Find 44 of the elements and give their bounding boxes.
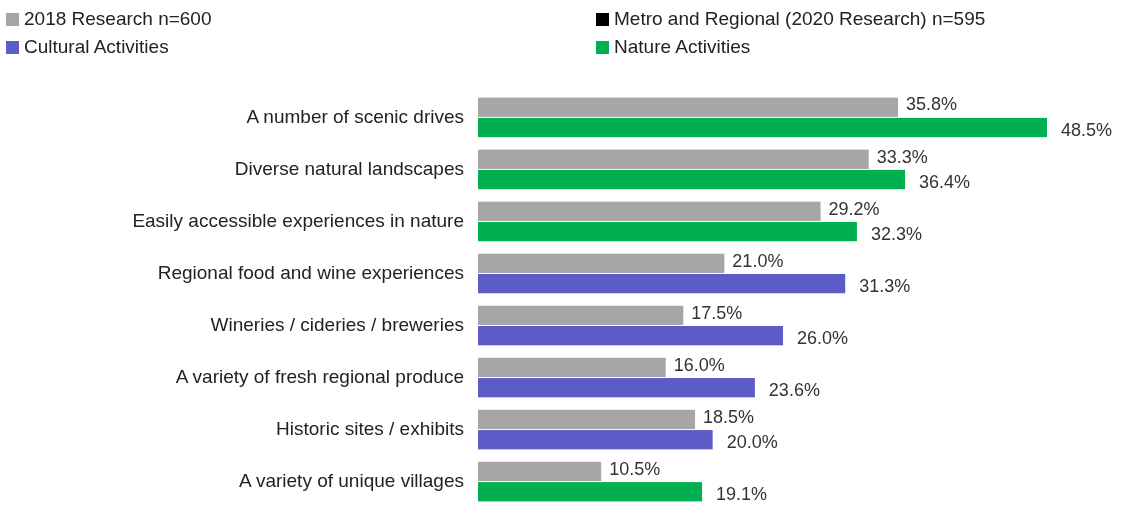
data-label: 26.0% [797,327,849,348]
data-label: 21.0% [732,250,784,271]
bar [478,117,1047,138]
legend-label: 2018 Research n=600 [24,8,212,30]
data-label: 16.0% [673,354,725,375]
data-label: 29.2% [828,198,880,219]
data-label: 31.3% [859,275,911,296]
data-label: 33.3% [876,146,928,167]
legend-label: Cultural Activities [24,36,169,58]
bar [478,430,713,450]
data-label: 17.5% [691,302,743,323]
data-label: 19.1% [716,484,768,504]
bar [478,305,684,326]
bar [478,482,703,502]
legend-label: Metro and Regional (2020 Research) n=595 [614,8,986,30]
y-tick-label: A variety of unique villages [239,470,464,492]
bar [478,409,696,430]
bar [478,461,602,482]
bar [478,169,906,190]
y-tick-label: Regional food and wine experiences [157,262,464,283]
data-label: 32.3% [870,223,922,244]
bar [478,149,869,169]
bar [478,221,857,242]
bar [478,357,666,378]
bar [478,201,821,221]
y-tick-label: Wineries / cideries / breweries [210,314,464,336]
bar [478,273,846,294]
legend-label: Nature Activities [614,36,751,58]
data-label: 36.4% [919,171,971,192]
data-label: 20.0% [726,431,778,452]
bar [478,97,898,117]
data-label: 35.8% [906,94,958,115]
data-label: 48.5% [1061,119,1113,140]
y-tick-label: Diverse natural landscapes [234,157,464,179]
bar [478,326,784,346]
data-label: 23.6% [768,379,820,400]
y-tick-label: A number of scenic drives [246,105,464,127]
y-tick-label: A variety of fresh regional produce [175,366,464,388]
y-tick-label: Easily accessible experiences in nature [132,209,464,231]
y-tick-label: Historic sites / exhibits [276,418,464,440]
data-label: 18.5% [703,406,755,427]
bar [478,253,725,273]
data-label: 10.5% [609,458,661,479]
bar [478,378,755,398]
